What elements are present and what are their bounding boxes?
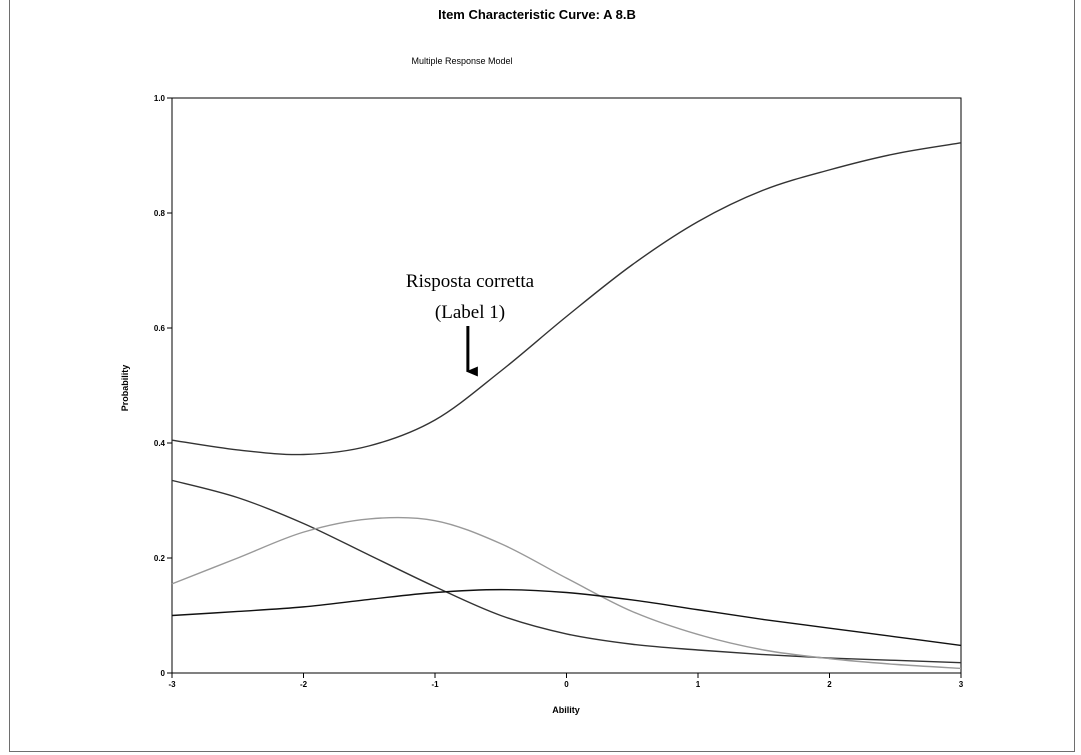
series-layer (171, 142, 962, 670)
x-tick-label: -3 (168, 680, 176, 689)
series-line-3 (171, 516, 962, 670)
x-tick-label: 2 (827, 680, 832, 689)
x-axis-label: Ability (552, 705, 580, 715)
annotation-line-1: Risposta corretta (406, 271, 535, 292)
y-tick-label: 0.6 (154, 324, 166, 333)
annotation: Risposta corretta (Label 1) (406, 271, 535, 377)
x-tick-label: 3 (959, 680, 964, 689)
chart-title: Item Characteristic Curve: A 8.B (438, 7, 636, 22)
annotation-line-2: (Label 1) (435, 302, 505, 323)
series-line-1 (171, 142, 962, 456)
y-axis-label: Probability (120, 365, 130, 412)
plot-area (171, 97, 962, 674)
series-line-2 (171, 479, 962, 664)
x-tick-label: -1 (431, 680, 439, 689)
y-tick-label: 0 (161, 669, 166, 678)
y-tick-label: 0.4 (154, 439, 166, 448)
chart-frame (9, 0, 1075, 752)
x-tick-label: 1 (696, 680, 701, 689)
x-tick-label: -2 (300, 680, 308, 689)
chart-subtitle: Multiple Response Model (411, 56, 512, 66)
y-tick-label: 0.2 (154, 554, 166, 563)
y-tick-label: 1.0 (154, 94, 166, 103)
x-tick-label: 0 (564, 680, 569, 689)
y-tick-label: 0.8 (154, 209, 166, 218)
y-axis-ticks: 0 0.2 0.4 0.6 0.8 1.0 (154, 94, 172, 678)
x-axis-ticks: -3 -2 -1 0 1 2 3 (168, 673, 964, 689)
series-line-4 (171, 588, 962, 647)
